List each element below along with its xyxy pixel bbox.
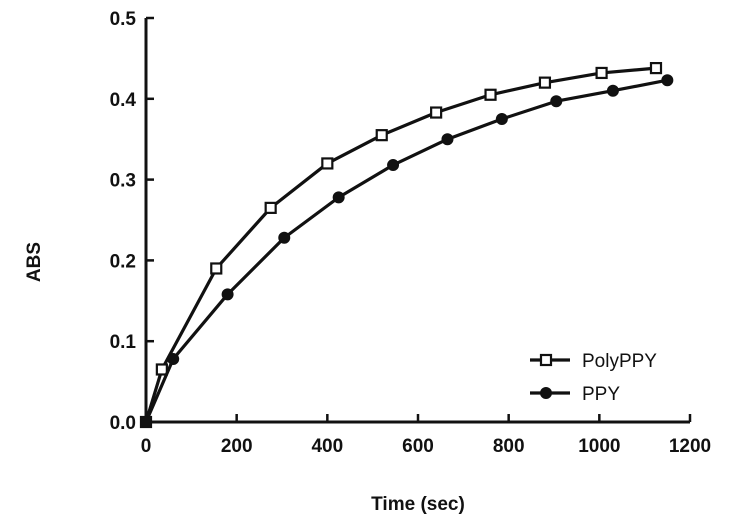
y-tick-label: 0.5 <box>110 9 137 30</box>
x-tick-label: 1200 <box>669 436 711 457</box>
data-point <box>222 289 233 300</box>
legend-label: PPY <box>582 384 620 405</box>
x-tick-label: 800 <box>493 436 525 457</box>
data-point <box>597 68 607 78</box>
legend-item: PolyPPY <box>530 351 657 372</box>
series-line <box>146 68 656 422</box>
y-tick-label: 0.3 <box>110 171 136 192</box>
data-point <box>662 75 673 86</box>
data-point <box>607 85 618 96</box>
data-point <box>431 108 441 118</box>
x-tick-label: 400 <box>311 436 343 457</box>
legend-label: PolyPPY <box>582 351 657 372</box>
data-point <box>377 130 387 140</box>
data-point <box>540 78 550 88</box>
data-point <box>496 114 507 125</box>
data-point <box>141 417 152 428</box>
data-point <box>442 134 453 145</box>
x-tick-label: 200 <box>221 436 253 457</box>
data-point <box>211 263 221 273</box>
y-tick-label: 0.1 <box>110 332 137 353</box>
data-point <box>266 203 276 213</box>
x-tick-label: 1000 <box>578 436 620 457</box>
legend-marker <box>541 388 552 399</box>
legend-item: PPY <box>530 384 620 405</box>
y-tick-label: 0.0 <box>110 413 136 434</box>
series-ppy <box>141 75 673 428</box>
data-point <box>388 160 399 171</box>
data-point <box>322 158 332 168</box>
legend-marker <box>541 355 551 365</box>
data-point <box>279 232 290 243</box>
data-point <box>551 96 562 107</box>
data-point <box>168 353 179 364</box>
x-tick-label: 0 <box>141 436 152 457</box>
y-tick-label: 0.2 <box>110 251 136 272</box>
y-tick-label: 0.4 <box>110 90 137 111</box>
x-tick-label: 600 <box>402 436 434 457</box>
series-polyppy <box>141 63 661 427</box>
data-point <box>333 192 344 203</box>
data-point <box>651 63 661 73</box>
y-axis-title: ABS <box>24 242 45 282</box>
legend: PolyPPY PPY <box>530 351 657 405</box>
tick-labels: 0 200 400 600 800 1000 1200 0.0 0.1 0.2 0.3 0.4 0.5 <box>110 9 712 457</box>
x-axis-title: Time (sec) <box>371 494 465 515</box>
data-point <box>486 90 496 100</box>
series-layer <box>141 63 673 427</box>
data-point <box>157 364 167 374</box>
